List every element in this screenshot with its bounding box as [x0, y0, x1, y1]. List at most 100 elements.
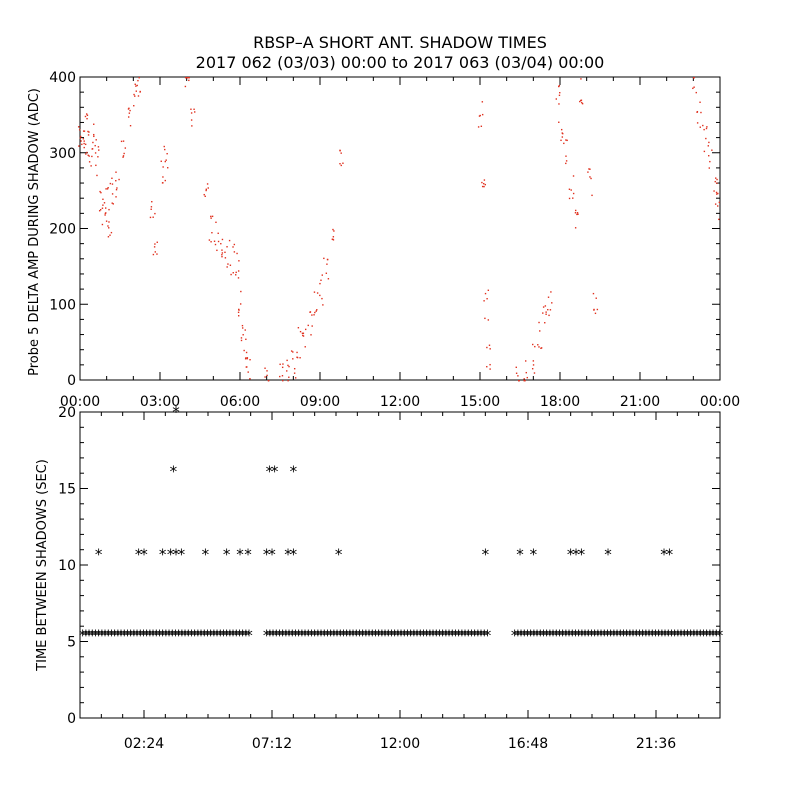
top-data-point — [96, 174, 98, 177]
top-data-point — [247, 371, 249, 373]
top-data-point — [128, 107, 130, 110]
top-data-point — [481, 113, 484, 116]
top-data-point — [86, 117, 88, 120]
top-data-point — [90, 165, 92, 167]
bottom-data-point: * — [686, 626, 695, 644]
top-data-point — [555, 98, 558, 100]
top-data-point — [226, 246, 228, 248]
top-data-point — [702, 124, 704, 127]
top-data-point — [107, 225, 109, 227]
top-data-point — [703, 150, 706, 153]
top-data-point — [194, 111, 196, 113]
bottom-data-point: * — [229, 626, 238, 644]
bottom-data-point: * — [355, 626, 364, 644]
top-data-point — [558, 121, 560, 123]
bottom-data-point: * — [441, 626, 450, 644]
top-data-point — [245, 351, 248, 354]
bottom-data-point: * — [603, 545, 612, 563]
top-data-point — [561, 136, 564, 138]
bottom-data-point: * — [345, 626, 354, 644]
bottom-data-point: * — [526, 626, 535, 644]
top-data-point — [245, 357, 247, 359]
bottom-data-point: * — [435, 626, 444, 644]
top-data-point — [489, 368, 491, 370]
top-data-point — [110, 231, 113, 234]
top-data-point — [340, 152, 342, 154]
bottom-data-point: * — [448, 626, 457, 644]
top-data-point — [154, 212, 156, 215]
bottom-data-point: * — [285, 626, 294, 644]
top-data-point — [186, 77, 188, 79]
bottom-data-point: * — [429, 626, 438, 644]
top-data-point — [539, 330, 541, 332]
top-data-point — [479, 114, 481, 117]
bottom-data-point: * — [145, 626, 154, 644]
top-data-point — [149, 216, 152, 219]
top-data-point — [572, 192, 575, 195]
bottom-data-point: * — [702, 626, 711, 644]
bottom-data-point: * — [358, 626, 367, 644]
bottom-data-point: * — [400, 626, 409, 644]
bottom-data-point: * — [603, 626, 612, 644]
top-data-point — [542, 312, 544, 314]
top-data-point — [708, 141, 710, 144]
top-data-point — [282, 380, 284, 382]
top-data-point — [301, 332, 304, 335]
top-data-point — [594, 312, 597, 315]
top-data-point — [245, 338, 247, 341]
top-data-point — [133, 105, 135, 107]
top-data-point — [128, 112, 131, 114]
top-data-point — [210, 215, 212, 218]
top-data-point — [579, 100, 581, 103]
top-data-point — [717, 192, 719, 195]
bottom-data-point: * — [457, 626, 466, 644]
bottom-data-point: * — [133, 626, 142, 644]
top-data-point — [526, 376, 528, 379]
top-data-point — [91, 148, 93, 150]
top-data-point — [695, 91, 697, 94]
top-data-point — [313, 314, 315, 316]
top-data-point — [288, 376, 290, 378]
top-data-point — [264, 376, 266, 378]
top-data-point — [107, 236, 110, 238]
top-data-point — [321, 297, 323, 300]
top-data-point — [95, 139, 97, 141]
bottom-data-point: * — [625, 626, 634, 644]
bottom-data-point: * — [558, 626, 567, 644]
top-data-point — [523, 380, 525, 382]
bottom-data-point: * — [590, 626, 599, 644]
top-data-point — [88, 161, 91, 163]
bottom-data-point: * — [577, 545, 586, 563]
bottom-data-point: * — [577, 626, 586, 644]
top-data-point — [150, 206, 153, 208]
bottom-data-point: * — [619, 626, 628, 644]
bottom-data-point: * — [667, 626, 676, 644]
top-data-point — [82, 130, 85, 132]
bottom-data-point: * — [616, 626, 625, 644]
top-data-point — [339, 149, 341, 152]
bottom-x-tick-label: 02:24 — [124, 736, 164, 752]
top-data-point — [319, 282, 321, 285]
bottom-data-point: * — [715, 626, 724, 644]
top-data-point — [532, 360, 535, 362]
bottom-data-point: * — [413, 626, 422, 644]
top-data-point — [542, 306, 545, 308]
top-data-point — [489, 348, 491, 350]
bottom-data-point: * — [461, 626, 470, 644]
bottom-data-point: * — [397, 626, 406, 644]
top-x-tick-label: 09:00 — [300, 394, 340, 410]
top-data-point — [266, 374, 268, 377]
top-data-point — [715, 177, 717, 179]
top-data-point — [184, 77, 187, 79]
top-data-point — [99, 209, 102, 211]
bottom-data-point: * — [699, 626, 708, 644]
top-data-point — [545, 311, 547, 313]
top-data-point — [319, 294, 321, 297]
bottom-data-points: ****************************************… — [78, 403, 724, 644]
bottom-data-point: * — [536, 626, 545, 644]
top-data-point — [184, 85, 187, 88]
bottom-data-point: * — [113, 626, 122, 644]
top-data-point — [79, 137, 82, 139]
bottom-data-point: * — [323, 626, 332, 644]
top-data-point — [711, 149, 713, 151]
